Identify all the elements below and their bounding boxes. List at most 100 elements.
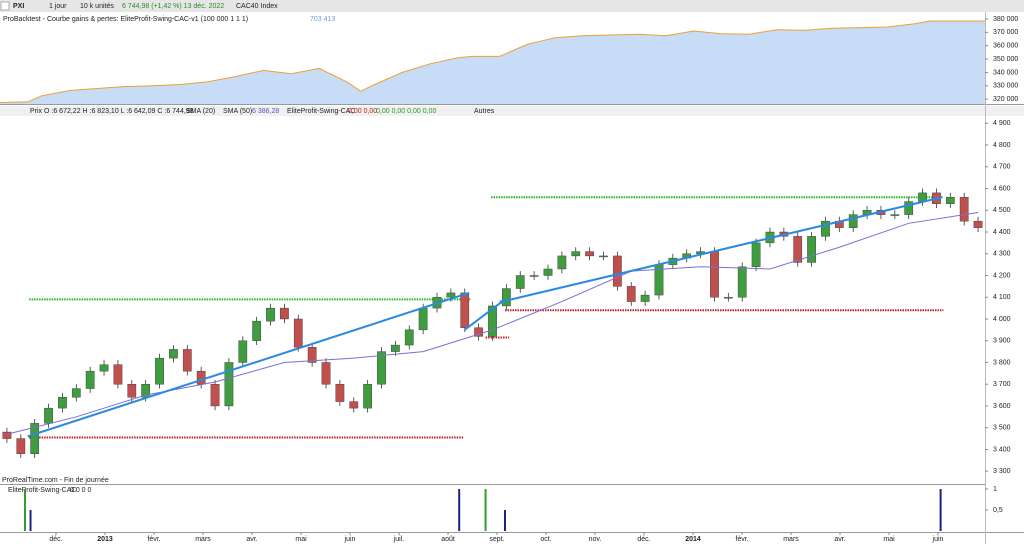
signal-bar	[503, 510, 506, 531]
candle-body	[557, 255, 567, 270]
candle-body	[182, 349, 192, 372]
y-tick-label: 4 200	[993, 272, 1011, 279]
candle-body	[515, 275, 525, 289]
x-tick-label: juin	[932, 536, 944, 543]
x-tick-label: févr.	[147, 536, 160, 543]
candle-body	[307, 347, 317, 363]
x-tick-label: juil.	[393, 536, 405, 543]
y-tick-label: 360 000	[993, 43, 1018, 50]
candle-body	[474, 327, 483, 337]
x-tick-label: mars	[783, 536, 799, 543]
candle-body	[793, 236, 803, 263]
candle-body	[502, 288, 511, 307]
candle-body	[321, 362, 331, 385]
candle-body	[626, 286, 636, 302]
candle-body	[363, 384, 373, 409]
y-tick-label: 4 300	[993, 251, 1011, 258]
candle-body	[2, 431, 12, 439]
y-tick-label: 4 000	[993, 316, 1011, 323]
x-tick-label: oct.	[540, 536, 551, 543]
x-tick-label: avr.	[834, 536, 845, 543]
candle-body	[418, 307, 428, 331]
y-tick-label: 350 000	[993, 56, 1018, 63]
candle-body	[890, 214, 900, 216]
signal-bar	[484, 489, 487, 531]
y-tick-label: 4 500	[993, 207, 1011, 214]
y-tick-label: 3 700	[993, 381, 1011, 388]
menu-button[interactable]	[0, 1, 10, 11]
candle-body	[252, 320, 262, 341]
candle-body	[335, 384, 345, 402]
candle-body	[293, 318, 303, 348]
x-tick-label: 2013	[97, 536, 113, 543]
candle-body	[904, 201, 914, 215]
trend-arrow	[462, 292, 469, 297]
footer: ProRealTime.com - Fin de journée	[2, 477, 109, 484]
period[interactable]: 1 jour	[49, 3, 67, 10]
equity-title: ProBacktest - Courbe gains & pertes: Eli…	[3, 16, 248, 23]
system-legend: EliteProfit-Swing-CAC	[287, 108, 355, 115]
sma50-legend: SMA (50)	[223, 108, 252, 115]
candle-body	[16, 438, 26, 454]
candle-body	[266, 307, 275, 322]
y-tick-label: 0,5	[993, 507, 1003, 514]
candle-body	[196, 370, 206, 385]
x-tick-label: déc.	[49, 536, 62, 543]
trend-line	[464, 298, 506, 331]
candle-body	[224, 362, 234, 407]
candle-body	[821, 220, 830, 237]
y-tick-label: 320 000	[993, 96, 1018, 103]
candle-body	[737, 266, 747, 298]
trend-arrow	[936, 196, 942, 201]
equity-area	[0, 21, 985, 104]
candle-body	[612, 255, 622, 287]
price-legend: Prix O :6 672,22 H :6 823,10 L :6 642,09…	[30, 108, 194, 115]
candle-body	[848, 214, 858, 228]
x-tick-label: avr.	[246, 536, 257, 543]
y-tick-label: 380 000	[993, 16, 1018, 23]
candle-body	[543, 268, 553, 276]
y-tick-label: 3 900	[993, 338, 1011, 345]
candle-body	[238, 340, 248, 363]
system-red: 0,00 0,00	[348, 108, 377, 115]
sma50-value: 6 386,28	[252, 108, 279, 115]
x-tick-label: févr.	[735, 536, 748, 543]
candle-body	[571, 251, 581, 257]
trend-line	[27, 291, 470, 438]
candle-body	[807, 236, 816, 263]
y-tick-label: 4 600	[993, 185, 1011, 192]
candle-body	[751, 242, 761, 268]
x-tick-label: 2014	[685, 536, 701, 543]
x-tick-label: août	[441, 536, 455, 543]
sma20-legend: SMA (20)	[186, 108, 215, 115]
candle-body	[599, 255, 608, 258]
instrument: CAC40 Index	[236, 3, 278, 10]
candle-body	[959, 197, 969, 222]
indicator-title: EliteProfit-Swing-CAC	[8, 487, 76, 494]
equity-line	[0, 20, 985, 103]
y-tick-label: 3 800	[993, 359, 1011, 366]
quote: 6 744,98 (+1,42 %) 13 déc. 2022	[122, 3, 224, 10]
candle-body	[127, 384, 137, 398]
signal-bar	[939, 489, 942, 531]
signal-bar	[23, 489, 26, 531]
toolbar	[0, 0, 1024, 12]
symbol[interactable]: PXI	[13, 3, 24, 10]
price-toolbar	[0, 106, 1024, 116]
y-tick-label: 3 600	[993, 403, 1011, 410]
y-tick-label: 4 700	[993, 164, 1011, 171]
x-tick-label: mai	[883, 536, 895, 543]
y-tick-label: 4 100	[993, 294, 1011, 301]
indicator-values: 0 0 0 0	[70, 487, 92, 494]
more-button[interactable]: Autres	[474, 108, 495, 115]
system-green: 0,00 0,00 0,00 0,00	[376, 108, 436, 115]
y-tick-label: 3 500	[993, 425, 1011, 432]
candle-body	[460, 292, 470, 328]
candle-body	[404, 329, 414, 346]
y-tick-label: 340 000	[993, 69, 1018, 76]
units[interactable]: 10 k unités	[80, 3, 114, 10]
y-tick-label: 330 000	[993, 83, 1018, 90]
x-tick-label: sept.	[489, 536, 504, 543]
candle-body	[710, 251, 719, 298]
